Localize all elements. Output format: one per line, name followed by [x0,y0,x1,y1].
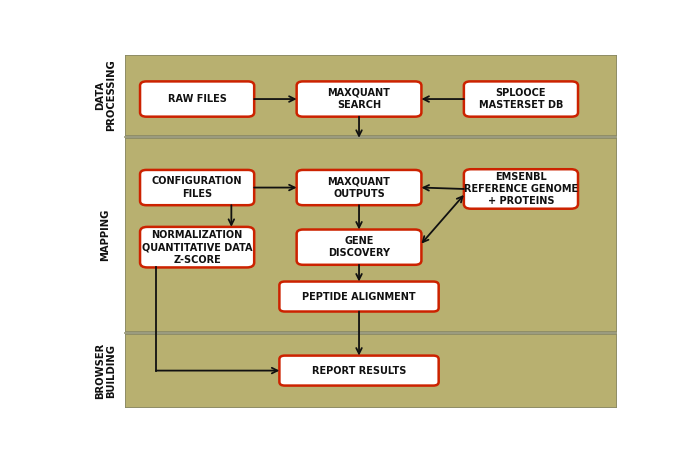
FancyBboxPatch shape [279,282,438,311]
FancyBboxPatch shape [297,229,421,265]
Text: MAPPING: MAPPING [101,209,110,261]
Text: PEPTIDE ALIGNMENT: PEPTIDE ALIGNMENT [302,292,416,301]
FancyBboxPatch shape [464,82,578,117]
FancyBboxPatch shape [279,355,438,386]
Text: DATA
PROCESSING: DATA PROCESSING [95,60,116,131]
Text: MAXQUANT
SEARCH: MAXQUANT SEARCH [327,88,390,110]
Text: BROWSER
BUILDING: BROWSER BUILDING [95,343,116,399]
FancyBboxPatch shape [297,82,421,117]
Text: GENE
DISCOVERY: GENE DISCOVERY [328,236,390,258]
Bar [86,55,125,136]
Text: SPLOOCE
MASTERSET DB: SPLOOCE MASTERSET DB [479,88,563,110]
FancyBboxPatch shape [140,170,254,205]
FancyBboxPatch shape [297,170,421,205]
Bar [86,333,125,408]
Text: MAXQUANT
OUTPUTS: MAXQUANT OUTPUTS [327,176,390,199]
Bar [86,138,125,332]
Bar [125,333,616,408]
Bar [125,138,616,332]
Text: NORMALIZATION
QUANTITATIVE DATA
Z-SCORE: NORMALIZATION QUANTITATIVE DATA Z-SCORE [142,230,252,265]
Text: REPORT RESULTS: REPORT RESULTS [312,365,406,376]
FancyBboxPatch shape [140,227,254,267]
Text: RAW FILES: RAW FILES [168,94,227,104]
Bar [125,55,616,136]
Text: EMSENBL
REFERENCE GENOME
+ PROTEINS: EMSENBL REFERENCE GENOME + PROTEINS [464,172,578,207]
FancyBboxPatch shape [464,169,578,209]
FancyBboxPatch shape [140,82,254,117]
Text: CONFIGURATION
FILES: CONFIGURATION FILES [152,176,242,199]
